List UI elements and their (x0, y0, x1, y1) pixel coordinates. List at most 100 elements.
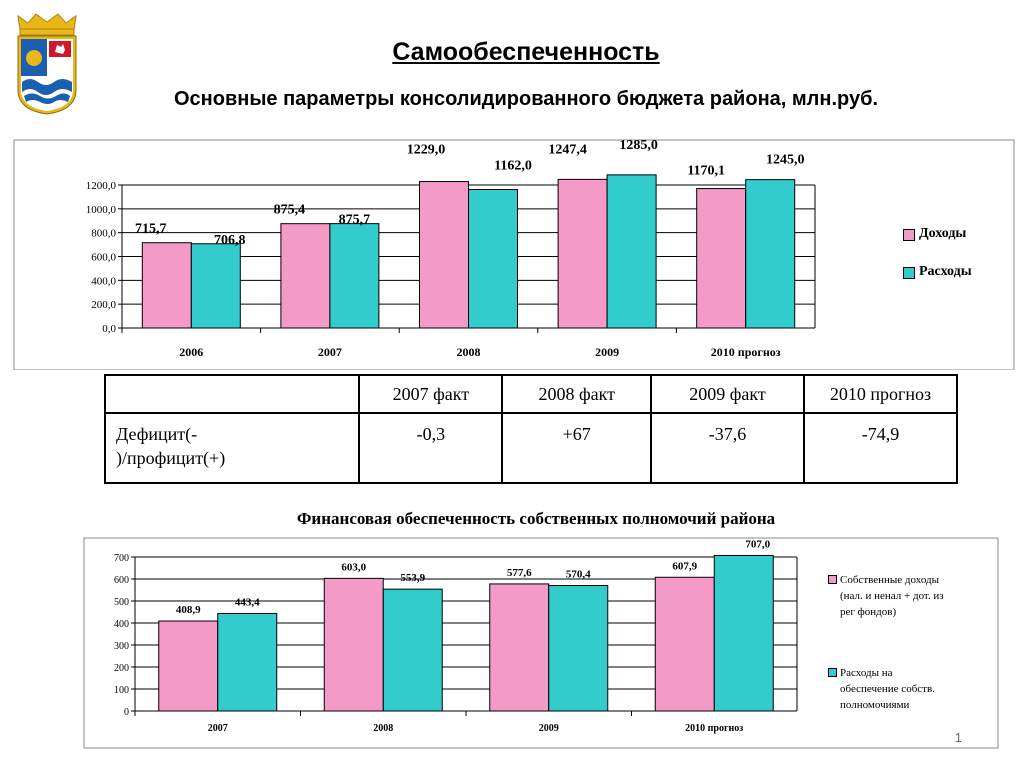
chart1-bar-income (557, 178, 608, 329)
legend2-swatch-expense (828, 668, 837, 677)
chart2-bar-expense (713, 554, 774, 712)
legend2-income-line-3: рег фондов) (840, 606, 897, 618)
chart1-ytick-label: 1200,0 (86, 180, 117, 192)
legend-label-income: Доходы (919, 226, 967, 241)
chart1-category-label: 2010 прогноз (711, 345, 781, 359)
legend2-item-income: Собственные доходы (нал. и ненал + дот. … (828, 572, 944, 620)
chart1-category-label: 2006 (179, 345, 203, 359)
deficit-table: 2007 факт 2008 факт 2009 факт 2010 прогн… (103, 374, 959, 484)
chart1-ytick-label: 1000,0 (86, 204, 117, 216)
chart2-category-label: 2008 (373, 723, 393, 734)
chart2-bar-income (158, 620, 219, 712)
table-cell-2008: +67 (501, 412, 653, 484)
page-title: Самообеспеченность (392, 38, 660, 66)
chart2-category-label: 2009 (539, 723, 559, 734)
chart2-category-label: 2010 прогноз (685, 723, 743, 734)
chart1-data-label: 1247,4 (548, 142, 587, 157)
chart1-ytick-label: 400,0 (91, 275, 116, 287)
chart2-bar-income (323, 577, 384, 712)
chart1-data-label: 1285,0 (619, 138, 658, 153)
table-header-2008: 2008 факт (501, 374, 653, 414)
crown-icon (17, 13, 77, 36)
chart1-data-label: 1162,0 (494, 159, 532, 174)
chart1-ytick-label: 200,0 (91, 299, 116, 311)
row-label-line-1: Дефицит(- (116, 424, 198, 444)
chart2-bar-income (654, 576, 715, 712)
chart2-data-label: 570,4 (566, 569, 591, 581)
chart2-ytick-label: 200 (114, 663, 129, 674)
chart2-frame (83, 537, 999, 749)
legend2-item-expense: Расходы на обеспечение собств. полномочи… (828, 665, 935, 713)
legend2-label-income: Собственные доходы (нал. и ненал + дот. … (840, 572, 944, 620)
chart1-bar-expense (745, 179, 796, 329)
chart1-frame (13, 139, 1015, 370)
table-header-2009: 2009 факт (650, 374, 805, 414)
chart1-category-label: 2009 (595, 345, 619, 359)
chart2-ytick-label: 300 (114, 641, 129, 652)
legend-swatch-expense (903, 267, 915, 279)
legend2-income-line-1: Собственные доходы (840, 574, 940, 586)
chart2-ytick-label: 400 (114, 619, 129, 630)
table-header-empty (103, 374, 361, 414)
table-cell-2009: -37,6 (650, 412, 805, 484)
table-header-2007: 2007 факт (358, 374, 504, 414)
chart2-data-label: 577,6 (507, 567, 532, 579)
table-cell-2007: -0,3 (358, 412, 504, 484)
chart1-data-label: 1229,0 (407, 143, 446, 158)
chart2-category-label: 2007 (208, 723, 228, 734)
chart2-ytick-label: 0 (124, 707, 129, 718)
chart1-bar-expense (329, 223, 380, 329)
chart2-data-label: 443,4 (235, 596, 260, 608)
legend2-expense-line-1: Расходы на (840, 667, 893, 679)
legend-item-expense: Расходы (903, 264, 972, 280)
legend2-expense-line-2: обеспечение собств. (840, 683, 935, 695)
chart2-data-label: 707,0 (745, 538, 770, 550)
chart1-data-label: 875,7 (339, 213, 371, 228)
chart2-title: Финансовая обеспеченность собственных по… (296, 509, 776, 528)
chart1-data-label: 715,7 (135, 222, 167, 237)
coat-of-arms-logo (17, 13, 77, 115)
chart1-data-label: 706,8 (214, 233, 246, 248)
table-row-label: Дефицит(- )/профицит(+) (103, 412, 361, 484)
chart1-bar-income (696, 188, 747, 329)
chart1-ytick-label: 800,0 (91, 228, 116, 240)
chart2-data-label: 408,9 (176, 604, 201, 616)
chart1-bar-expense (468, 189, 518, 329)
chart2-bar-expense (217, 612, 278, 712)
chart2-ytick-label: 500 (114, 597, 129, 608)
legend-label-expense: Расходы (919, 264, 972, 279)
legend-swatch-income (903, 229, 915, 241)
row-label-line-2: )/профицит(+) (116, 448, 226, 468)
chart1-bar-income (280, 223, 331, 329)
chart2-data-label: 553,9 (400, 572, 425, 584)
chart1-data-label: 1170,1 (687, 164, 725, 179)
table-row: Дефицит(- )/профицит(+) -0,3 +67 -37,6 -… (103, 412, 959, 484)
legend2-swatch-income (828, 575, 837, 584)
chart1-category-label: 2008 (457, 345, 481, 359)
chart1-ytick-label: 0,0 (102, 323, 116, 335)
chart1-data-label: 875,4 (274, 203, 306, 218)
chart1-category-label: 2007 (318, 345, 342, 359)
table-header-row: 2007 факт 2008 факт 2009 факт 2010 прогн… (103, 374, 959, 414)
table-header-2010: 2010 прогноз (802, 374, 959, 414)
chart1-ytick-label: 600,0 (91, 252, 116, 264)
chart1-bar-income (141, 242, 192, 329)
chart1-bar-expense (190, 243, 241, 329)
chart1-data-label: 1245,0 (766, 153, 805, 168)
chart2-ytick-label: 600 (114, 575, 129, 586)
chart2-ytick-label: 100 (114, 685, 129, 696)
table-cell-2010: -74,9 (802, 412, 959, 484)
budget-bar-chart: 0,0 200,0 400,0 600,0 800,0 1000,0 1200,0 715,7… (13, 138, 1015, 370)
legend2-label-expense: Расходы на обеспечение собств. полномочи… (840, 665, 935, 713)
chart2-data-label: 603,0 (341, 561, 366, 573)
page-number: 1 (954, 730, 962, 745)
chart1-bar-income (419, 181, 469, 329)
chart2-bar-expense (548, 585, 609, 712)
chart2-ytick-label: 700 (114, 553, 129, 564)
chart1-bar-expense (606, 174, 657, 329)
legend2-income-line-2: (нал. и ненал + дот. из (840, 590, 944, 602)
legend-item-income: Доходы (903, 226, 966, 242)
shield-icon (17, 35, 77, 115)
chart2-bar-expense (382, 588, 443, 712)
chart2-bar-income (489, 583, 550, 712)
